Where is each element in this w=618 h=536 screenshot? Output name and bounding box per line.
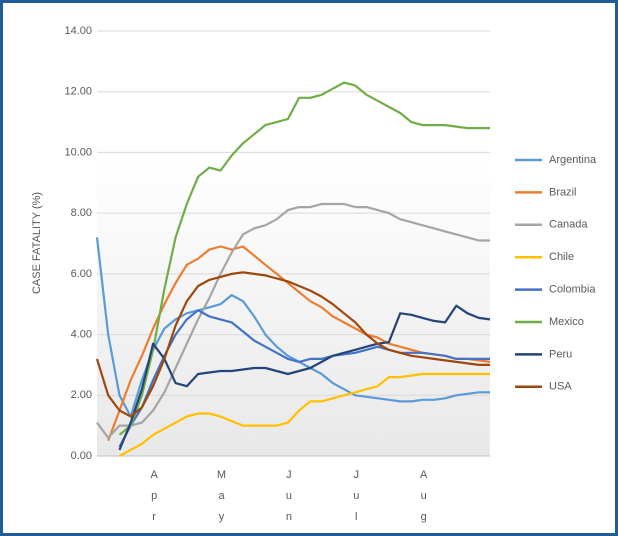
x-tick-label: Apr [148,469,161,532]
legend-label: USA [549,381,572,393]
legend-label: Colombia [549,284,596,296]
legend-label: Mexico [549,316,584,328]
legend-label: Argentina [549,154,597,166]
legend-label: Brazil [549,186,577,198]
series-line [118,309,490,448]
series-line [118,372,490,457]
series-line [95,271,490,418]
series-line [118,81,490,436]
x-tick-label: Aug [417,469,430,532]
legend-label: Peru [549,348,572,360]
chart: CASE FATALITY (%) 0.00 2.00 4.00 6.00 8.00 10… [31,25,597,462]
y-axis-label: CASE FATALITY (%) [31,192,43,294]
y-tick-label: 4.00 [71,328,92,340]
series-line [118,304,491,451]
series-line [96,202,490,439]
series-line [95,237,490,418]
y-tick-label: 14.00 [64,25,92,37]
legend-label: Chile [549,251,574,263]
x-tick-label: Jun [282,469,295,532]
y-tick-label: 10.00 [64,146,92,158]
legend-label: Canada [549,219,588,231]
y-tick-label: 0.00 [71,450,92,462]
y-tick-label: 8.00 [71,207,92,219]
y-tick-label: 2.00 [71,389,92,401]
y-tick-label: 12.00 [64,86,92,98]
plot-area [97,31,490,456]
x-tick-label: May [215,469,228,532]
y-tick-label: 6.00 [71,268,92,280]
x-tick-label: Jul [350,469,363,532]
